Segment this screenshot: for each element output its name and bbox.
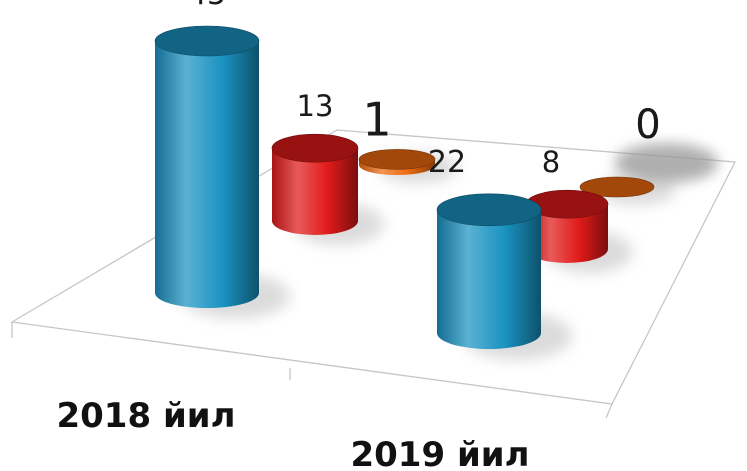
data-label-s1-c1: 8 xyxy=(542,145,560,179)
data-label-s3-c0: 0 xyxy=(635,102,660,148)
bar-body-s1-c1 xyxy=(526,204,608,263)
bar-top-s0-c0 xyxy=(154,25,260,57)
data-label-s0-c0: 45 xyxy=(188,0,226,12)
cylinder-shadow xyxy=(616,145,717,181)
bar-top-s2-c0 xyxy=(358,149,436,170)
bar-body-s0-c0 xyxy=(155,41,259,308)
data-label-s1-c0: 13 xyxy=(297,89,334,123)
category-label-2019: 2019 йил xyxy=(350,435,529,471)
bar-body-s0-c1 xyxy=(437,209,541,349)
data-labels: 4513102280 xyxy=(188,0,661,180)
bar-top-s2-c1 xyxy=(579,176,655,198)
bar-body-s1-c0 xyxy=(272,148,358,235)
bar-top-s1-c0 xyxy=(271,133,359,163)
data-label-s2-c0: 1 xyxy=(362,92,391,146)
cylinder-bars xyxy=(154,25,655,349)
category-label-2018: 2018 йил xyxy=(56,396,235,436)
bar-top-s0-c1 xyxy=(436,193,542,227)
data-label-s0-c1: 22 xyxy=(428,145,466,180)
data-label-s3-c1: 0 xyxy=(635,102,660,148)
